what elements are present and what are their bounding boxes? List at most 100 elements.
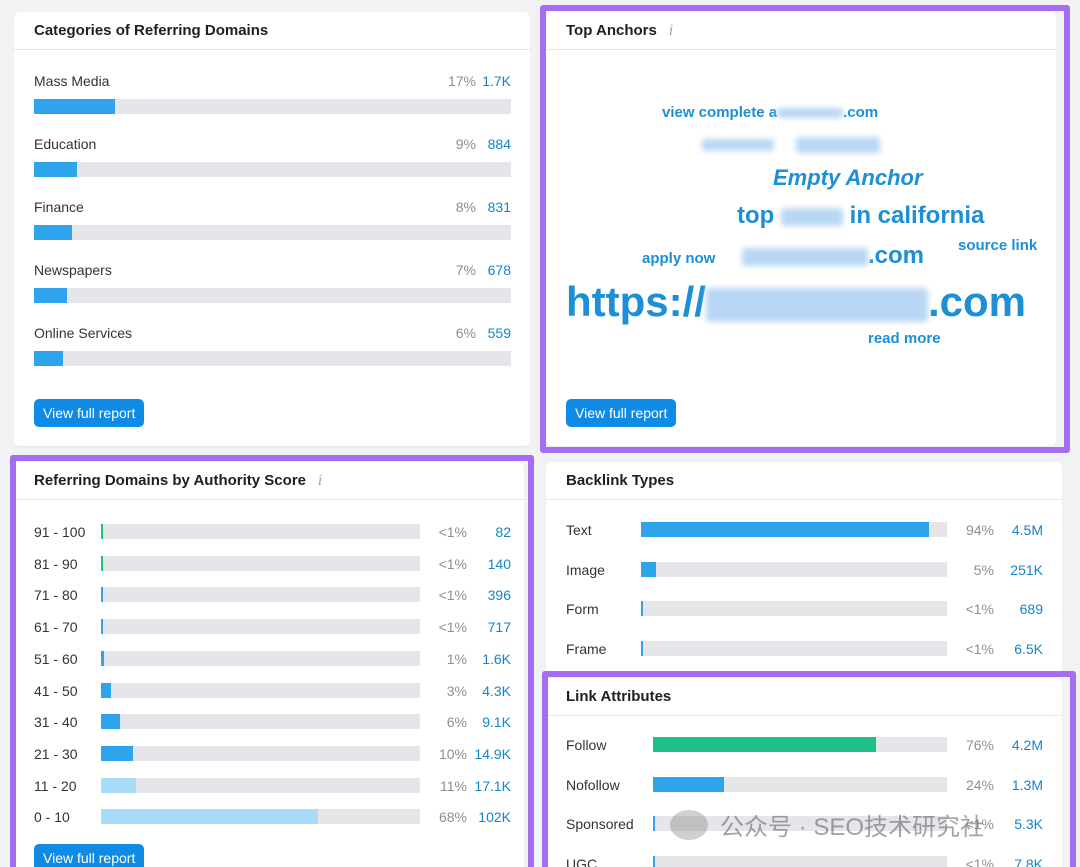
- authority-row-bar-fill: [101, 682, 111, 698]
- anchor-redacted-com[interactable]: .com: [742, 242, 924, 270]
- category-row-bar-fill: [34, 99, 116, 114]
- attribute-row-count-link[interactable]: 7.8K: [1014, 855, 1043, 867]
- backlink-row-label: Text: [566, 522, 592, 538]
- backlink-row-count-link[interactable]: 689: [1019, 601, 1043, 617]
- backlink-row-bar-fill: [641, 601, 643, 616]
- categories-title: Categories of Referring Domains: [14, 12, 530, 50]
- authority-header: Referring Domains by Authority Score i: [14, 462, 524, 500]
- authority-row-count-link[interactable]: 4.3K: [482, 682, 511, 699]
- category-row-percent: 9%: [455, 136, 476, 152]
- attribute-row-bar-track: [653, 855, 947, 867]
- authority-row-count-link[interactable]: 9.1K: [482, 714, 511, 731]
- authority-row-label: 51 - 60: [34, 650, 78, 667]
- authority-row-count-link[interactable]: 82: [495, 524, 511, 540]
- attribute-row-count-link[interactable]: 4.2M: [1011, 737, 1043, 753]
- category-row-label: Mass Media: [34, 73, 110, 89]
- authority-card: Referring Domains by Authority Score i 9…: [14, 462, 524, 867]
- anchor-read-more[interactable]: read more: [868, 330, 941, 347]
- backlink-row-count-link[interactable]: 6.5K: [1014, 640, 1043, 657]
- backlink-row-bar-track: [641, 561, 947, 577]
- authority-row-label: 41 - 50: [34, 682, 78, 699]
- attribute-row-label: Nofollow: [566, 776, 620, 793]
- attribute-row-label: Sponsored: [566, 816, 634, 832]
- backlink-types-title: Backlink Types: [546, 462, 1062, 500]
- category-row-count-link[interactable]: 559: [487, 325, 511, 341]
- authority-row-bar-track: [101, 555, 420, 571]
- authority-row-bar-fill: [101, 650, 105, 666]
- authority-row-bar-fill: [101, 619, 103, 635]
- category-row-bar-fill: [34, 288, 68, 303]
- top-anchors-title: Top Anchors: [566, 22, 657, 39]
- category-row-count-link[interactable]: 884: [487, 136, 511, 152]
- backlink-row-label: Image: [566, 561, 605, 578]
- authority-row-bar-fill: [101, 524, 103, 539]
- authority-row-label: 21 - 30: [34, 745, 78, 762]
- authority-row-bar-fill: [101, 714, 121, 730]
- category-row-percent: 8%: [455, 199, 476, 215]
- backlink-row-count-link[interactable]: 4.5M: [1011, 522, 1043, 538]
- anchor-top-in-california[interactable]: top in california: [737, 202, 985, 229]
- category-row-count-link[interactable]: 831: [487, 199, 511, 215]
- backlink-row-label: Form: [566, 601, 599, 617]
- categories-card: Categories of Referring Domains Mass Med…: [14, 12, 530, 446]
- attribute-row-count-link[interactable]: 1.3M: [1011, 776, 1043, 793]
- backlink-row-bar-track: [641, 522, 947, 537]
- authority-row-percent: <1%: [438, 524, 467, 540]
- authority-row-bar-track: [101, 619, 420, 635]
- authority-row-bar-track: [101, 777, 420, 793]
- redacted-domain: [777, 108, 844, 119]
- category-row-bar-track: [34, 162, 511, 177]
- category-row-bar-fill: [34, 225, 73, 240]
- category-row-percent: 6%: [455, 325, 476, 341]
- category-row-count-link[interactable]: 1.7K: [482, 73, 511, 89]
- authority-row-bar-track: [101, 745, 420, 761]
- category-row-count-link[interactable]: 678: [487, 262, 511, 278]
- redacted-anchor: [702, 138, 774, 151]
- authority-row-bar-track: [101, 714, 420, 730]
- authority-row-bar-fill: [101, 555, 103, 571]
- attribute-row-bar-track: [653, 776, 947, 792]
- category-row-bar-track: [34, 288, 511, 303]
- authority-row-percent: 68%: [438, 809, 467, 826]
- authority-row-count-link[interactable]: 396: [487, 587, 511, 604]
- category-row-percent: 17%: [447, 73, 476, 89]
- category-row-bar-fill: [34, 351, 63, 366]
- anchor-empty-anchor[interactable]: Empty Anchor: [773, 165, 923, 190]
- authority-row-label: 0 - 10: [34, 809, 70, 826]
- authority-view-report-button[interactable]: View full report: [34, 844, 145, 867]
- anchors-view-report-button[interactable]: View full report: [566, 399, 677, 427]
- backlink-row-bar-fill: [641, 522, 929, 537]
- backlink-row-count-link[interactable]: 251K: [1010, 561, 1043, 578]
- backlink-types-card: Backlink Types Text 94% 4.5M Image 5% 251K For…: [546, 462, 1062, 674]
- categories-view-report-button[interactable]: View full report: [34, 399, 145, 427]
- anchor-view-complete[interactable]: view complete a .com: [662, 104, 879, 121]
- anchor-https-com[interactable]: https://.com: [566, 278, 1026, 325]
- anchor-redacted[interactable]: [702, 136, 881, 154]
- attribute-row-count-link[interactable]: 5.3K: [1014, 816, 1043, 832]
- authority-row-label: 91 - 100: [34, 524, 86, 540]
- authority-row-count-link[interactable]: 1.6K: [482, 650, 511, 667]
- authority-row-percent: 1%: [446, 650, 467, 667]
- authority-row-count-link[interactable]: 140: [487, 555, 511, 572]
- anchor-source-link[interactable]: source link: [958, 237, 1038, 254]
- authority-row-label: 31 - 40: [34, 714, 78, 731]
- backlink-row-bar-track: [641, 601, 947, 616]
- authority-row-percent: 10%: [438, 745, 467, 762]
- authority-row-bar-fill: [101, 777, 137, 793]
- attribute-row-bar-track: [653, 737, 947, 752]
- authority-row-count-link[interactable]: 14.9K: [474, 745, 511, 762]
- authority-row-count-link[interactable]: 102K: [478, 809, 511, 826]
- backlink-row-bar-fill: [641, 561, 657, 577]
- authority-row-percent: 11%: [440, 777, 467, 794]
- info-icon[interactable]: i: [668, 22, 674, 39]
- authority-row-bar-fill: [101, 587, 103, 603]
- anchor-apply-now[interactable]: apply now: [642, 250, 716, 267]
- category-row-label: Education: [34, 136, 97, 152]
- info-icon[interactable]: i: [318, 472, 323, 489]
- wechat-icon: [670, 809, 708, 840]
- authority-row-count-link[interactable]: 17.1K: [474, 777, 511, 794]
- authority-row-count-link[interactable]: 717: [487, 619, 511, 636]
- authority-row-percent: 6%: [446, 714, 467, 731]
- authority-row-percent: <1%: [438, 619, 467, 636]
- backlink-row-percent: <1%: [965, 640, 994, 657]
